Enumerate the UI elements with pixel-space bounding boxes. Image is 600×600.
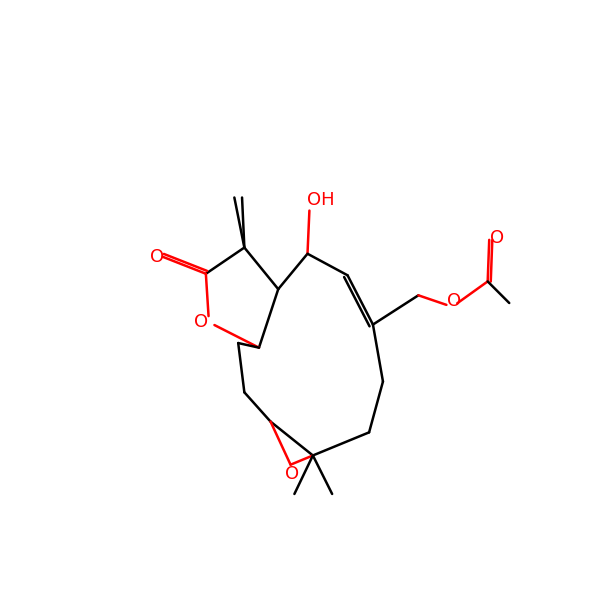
Text: O: O xyxy=(285,465,299,483)
Text: OH: OH xyxy=(307,191,334,209)
Text: O: O xyxy=(149,248,164,266)
Text: O: O xyxy=(194,313,208,331)
Text: O: O xyxy=(447,292,461,310)
Text: O: O xyxy=(490,229,504,247)
